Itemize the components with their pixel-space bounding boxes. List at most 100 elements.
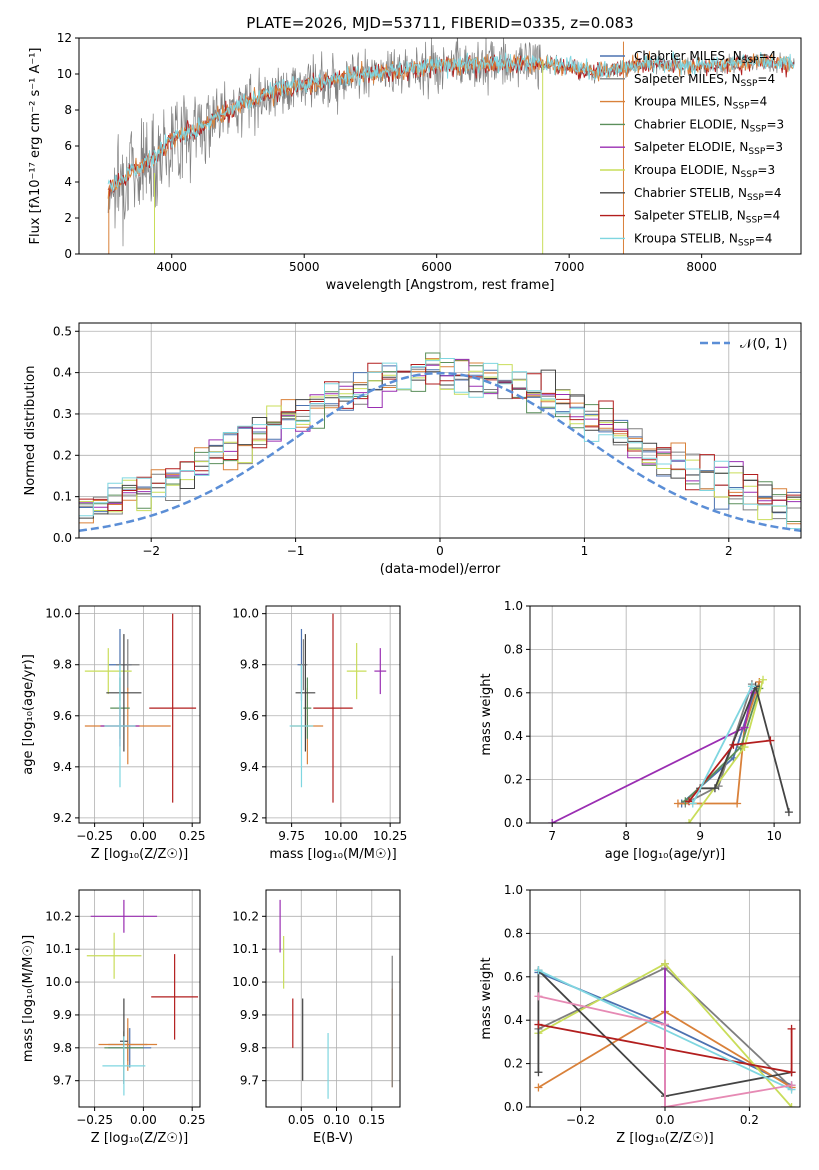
y-tick-label: 10.0 bbox=[45, 607, 72, 621]
weight-marker bbox=[685, 819, 694, 823]
x-tick-label: 0.00 bbox=[130, 1113, 157, 1127]
x-tick-label: 0.2 bbox=[740, 1113, 759, 1127]
x-tick-label: 0.00 bbox=[130, 829, 157, 843]
weight-marker bbox=[534, 1020, 543, 1029]
weight-marker bbox=[766, 736, 775, 745]
y-axis-label: Normed distribution bbox=[23, 366, 38, 496]
plot-area bbox=[86, 899, 199, 1096]
y-tick-label: 0.2 bbox=[504, 773, 523, 787]
y-tick-label: 9.4 bbox=[240, 760, 259, 774]
y-tick-label: 0 bbox=[64, 247, 72, 261]
y-tick-label: 9.9 bbox=[53, 1008, 72, 1022]
normal-curve bbox=[79, 371, 801, 533]
plot-frame bbox=[78, 37, 802, 255]
y-tick-label: 9.8 bbox=[240, 658, 259, 672]
weight-series-line bbox=[700, 683, 790, 813]
x-tick-label: 9 bbox=[696, 829, 704, 843]
normal-legend-label: 𝒩(0, 1) bbox=[740, 337, 787, 352]
x-tick-label: 7000 bbox=[554, 260, 585, 274]
y-axis-label: Flux [fλ10⁻¹⁷ erg cm⁻² s⁻¹ A⁻¹] bbox=[28, 48, 43, 245]
weight-marker bbox=[710, 784, 719, 793]
weight-marker bbox=[787, 1103, 796, 1107]
x-tick-label: 0.15 bbox=[358, 1113, 385, 1127]
plot-area bbox=[79, 352, 801, 533]
x-tick-label: 6000 bbox=[421, 260, 452, 274]
y-axis-label: mass weight bbox=[479, 957, 494, 1039]
y-tick-label: 12 bbox=[57, 31, 72, 45]
legend-entry: Salpeter STELIB, NSSP=4 bbox=[634, 209, 780, 226]
y-tick-label: 0.2 bbox=[53, 448, 72, 462]
weight-series-line bbox=[677, 681, 761, 805]
y-axis-label: age [log₁₀(age/yr)] bbox=[21, 654, 36, 775]
x-tick-label: 7 bbox=[548, 829, 556, 843]
y-tick-label: 10.0 bbox=[45, 975, 72, 989]
legend-entry: Kroupa MILES, NSSP=4 bbox=[634, 95, 767, 112]
plot-area bbox=[84, 613, 197, 803]
plots-layer: 4000 5000 6000 7000 8000024681012wavelength … bbox=[21, 31, 802, 1146]
plot-frame bbox=[529, 889, 801, 1108]
y-tick-label: 0.4 bbox=[504, 729, 523, 743]
x-tick-label: 2 bbox=[725, 544, 733, 558]
y-tick-label: 9.2 bbox=[240, 811, 259, 825]
spectrum-model-line bbox=[107, 51, 795, 199]
y-axis-label: mass [log₁₀(M/M☉)] bbox=[21, 935, 36, 1062]
plot-age-weight: 7 8 9 10 0.0 0.2 0.4 0.6 0.8 1.0 age [log₁₀(age/yr… bbox=[479, 599, 801, 862]
histogram-series bbox=[79, 362, 801, 511]
plot-frame bbox=[78, 605, 201, 824]
weight-marker bbox=[787, 1024, 796, 1033]
y-tick-label: 9.6 bbox=[53, 709, 72, 723]
weight-marker bbox=[534, 966, 543, 975]
y-tick-label: 4 bbox=[64, 175, 72, 189]
y-tick-label: 9.8 bbox=[53, 658, 72, 672]
weight-marker bbox=[661, 959, 669, 968]
plot-frame bbox=[78, 322, 802, 539]
x-axis-label: Z [log₁₀(Z/Z☉)] bbox=[91, 847, 188, 862]
plot-frame bbox=[78, 889, 201, 1108]
y-tick-label: 9.8 bbox=[240, 1041, 259, 1055]
weight-marker bbox=[673, 799, 682, 808]
plot-area bbox=[289, 613, 387, 803]
y-tick-label: 0.2 bbox=[504, 1057, 523, 1071]
plot-z-mass: −0.25 0.00 0.25 9.7 9.8 9.9 10.0 10.1 10.2 Z [log… bbox=[21, 889, 206, 1146]
x-tick-label: 10 bbox=[766, 829, 781, 843]
weight-marker bbox=[548, 819, 557, 823]
x-tick-label: 0.25 bbox=[179, 1113, 206, 1127]
y-tick-label: 0.6 bbox=[504, 686, 523, 700]
weight-marker bbox=[534, 1083, 543, 1092]
x-tick-label: 10.00 bbox=[324, 829, 358, 843]
weight-marker bbox=[784, 808, 793, 817]
y-tick-label: 10 bbox=[57, 67, 72, 81]
y-tick-label: 9.2 bbox=[53, 811, 72, 825]
weight-series-line bbox=[691, 685, 753, 804]
plot-frame bbox=[529, 605, 801, 824]
x-tick-label: 0.25 bbox=[179, 829, 206, 843]
y-tick-label: 0.8 bbox=[504, 642, 523, 656]
x-tick-label: 0.05 bbox=[288, 1113, 315, 1127]
y-tick-label: 0.6 bbox=[504, 970, 523, 984]
x-tick-label: −0.25 bbox=[76, 1113, 113, 1127]
spectrum-model-line bbox=[107, 51, 795, 193]
plot-area bbox=[548, 675, 793, 823]
x-axis-label: Z [log₁₀(Z/Z☉)] bbox=[616, 1131, 713, 1146]
x-tick-label: 5000 bbox=[289, 260, 320, 274]
y-tick-label: 6 bbox=[64, 139, 72, 153]
legend-entry: Kroupa ELODIE, NSSP=3 bbox=[634, 163, 775, 180]
legend-entry: Salpeter ELODIE, NSSP=3 bbox=[634, 140, 783, 157]
y-axis-label: mass weight bbox=[479, 673, 494, 755]
legend-entry: Salpeter MILES, NSSP=4 bbox=[634, 72, 775, 89]
plot-area bbox=[534, 959, 796, 1107]
y-tick-label: 0.3 bbox=[53, 407, 72, 421]
legend-entry: Chabrier MILES, NSSP=4 bbox=[634, 49, 776, 66]
legend-entry: Kroupa STELIB, NSSP=4 bbox=[634, 231, 772, 248]
histogram-series bbox=[79, 369, 801, 519]
weight-marker bbox=[729, 740, 738, 749]
y-tick-label: 1.0 bbox=[504, 599, 523, 613]
y-tick-label: 10.0 bbox=[232, 607, 259, 621]
weight-marker bbox=[787, 1081, 796, 1090]
y-tick-label: 0.0 bbox=[53, 531, 72, 545]
y-tick-label: 9.8 bbox=[53, 1041, 72, 1055]
y-tick-label: 9.7 bbox=[53, 1074, 72, 1088]
y-tick-label: 10.1 bbox=[232, 942, 259, 956]
y-tick-label: 2 bbox=[64, 211, 72, 225]
